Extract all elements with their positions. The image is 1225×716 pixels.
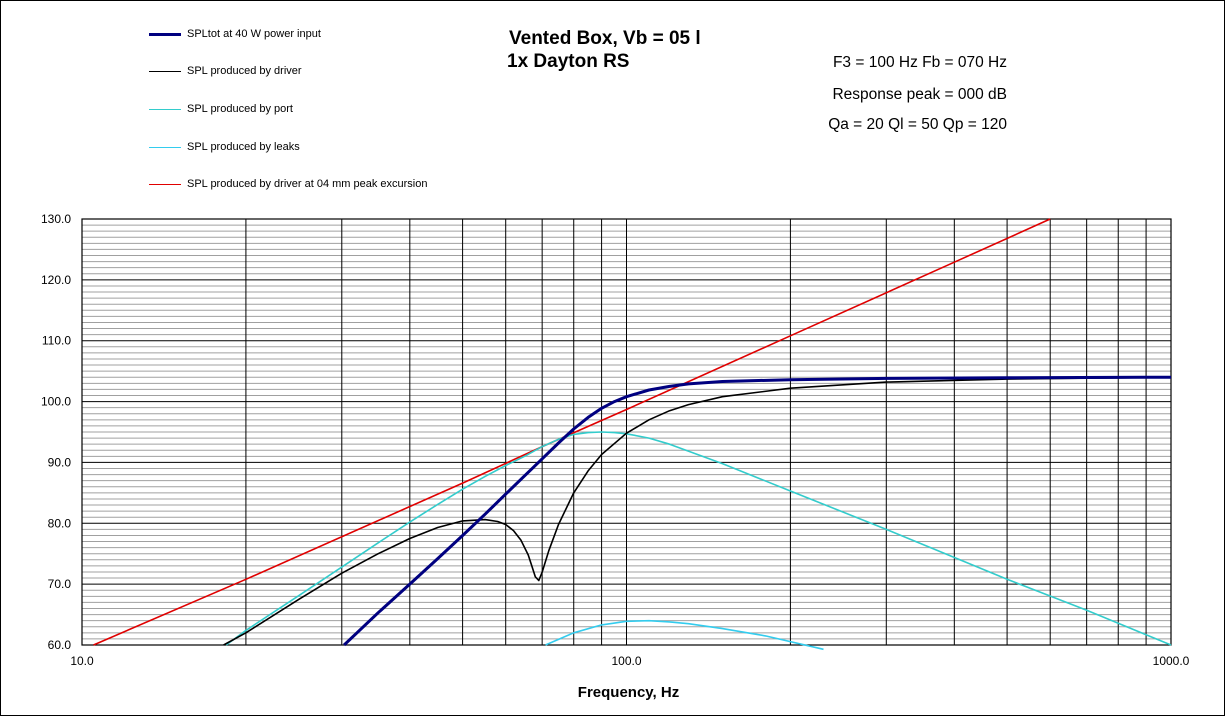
- legend-label: SPL produced by driver at 04 mm peak exc…: [187, 178, 428, 190]
- series-line: [93, 218, 1051, 646]
- y-tick-label: 120.0: [41, 273, 71, 287]
- y-tick-label: 60.0: [48, 638, 72, 652]
- x-axis-label: Frequency, Hz: [577, 684, 680, 701]
- legend-label: SPLtot at 40 W power input: [187, 28, 321, 40]
- y-tick-label: 130.0: [41, 212, 71, 226]
- legend-swatch: [149, 147, 181, 148]
- series-line: [223, 376, 1172, 646]
- chart-title-line2: 1x Dayton RS: [507, 51, 630, 72]
- legend-swatch: [149, 33, 181, 36]
- y-tick-label: 110.0: [42, 334, 71, 348]
- legend-label: SPL produced by driver: [187, 65, 302, 77]
- x-tick-label: 10.0: [70, 654, 94, 668]
- legend-label: SPL produced by leaks: [187, 141, 300, 153]
- series-line: [545, 619, 824, 651]
- legend-swatch: [149, 184, 181, 185]
- y-tick-label: 100.0: [41, 395, 71, 409]
- info-f3-fb: F3 = 100 Hz Fb = 070 Hz: [832, 54, 1007, 71]
- y-tick-label: 70.0: [48, 577, 72, 591]
- legend-label: SPL produced by port: [187, 103, 293, 115]
- info-q-values: Qa = 20 Ql = 50 Qp = 120: [828, 116, 1007, 133]
- chart-title-line1: Vented Box, Vb = 05 l: [509, 28, 701, 49]
- x-tick-label: 1000.0: [1153, 654, 1190, 668]
- legend-swatch: [149, 109, 181, 110]
- series-line: [225, 431, 1172, 646]
- y-tick-label: 90.0: [48, 455, 72, 469]
- info-response-peak: Response peak = 000 dB: [832, 86, 1007, 103]
- plot-border: [81, 218, 1172, 646]
- y-tick-label: 80.0: [48, 516, 72, 530]
- legend-swatch: [149, 71, 181, 72]
- x-tick-label: 100.0: [611, 654, 641, 668]
- series-line: [343, 375, 1172, 647]
